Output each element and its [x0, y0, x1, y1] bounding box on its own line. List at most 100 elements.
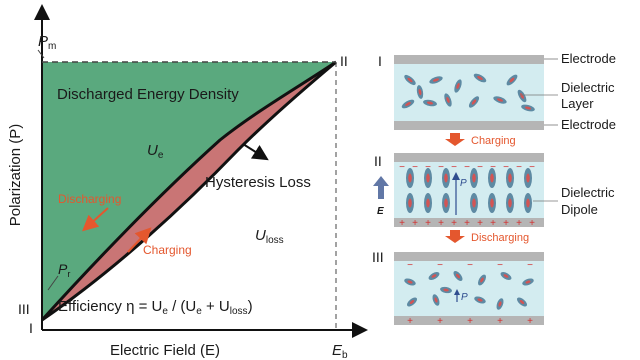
- stage-label-iii: III: [372, 249, 384, 265]
- panel-i: I: [378, 53, 544, 130]
- pm-label: P: [38, 33, 48, 50]
- stage-label-i: I: [378, 53, 382, 69]
- pr-label: P: [58, 261, 68, 277]
- dipole-label-1: Dielectric: [561, 185, 615, 200]
- dipoles-random-i: [401, 73, 535, 112]
- minus-ii: −: [425, 162, 431, 173]
- svg-text:Uloss: Uloss: [255, 227, 284, 246]
- dipole-iii-6: [407, 297, 417, 307]
- point-label-i: I: [29, 320, 33, 336]
- dipole-i-6: [423, 99, 437, 107]
- electrode-label-top: Electrode: [561, 51, 616, 66]
- pr-pointer: [47, 275, 59, 291]
- plus-iii: +: [437, 316, 443, 327]
- charge-curve: [41, 60, 337, 322]
- polarization-label-iii: P: [461, 292, 468, 303]
- dipole-i-8: [468, 96, 480, 108]
- dipole-ii-bottom-3: [470, 193, 478, 213]
- discharging-label: Discharging: [58, 192, 121, 206]
- svg-text:Pr: Pr: [58, 261, 70, 279]
- minus-ii: −: [529, 162, 535, 173]
- charging-label: Charging: [143, 243, 192, 257]
- minus-iii: −: [437, 260, 443, 271]
- discharging-step-label: Discharging: [471, 232, 529, 244]
- point-label-ii: II: [340, 53, 348, 69]
- dipole-i-10: [416, 85, 424, 99]
- plus-iii: +: [527, 316, 533, 327]
- hysteresis-loss-area: [42, 62, 336, 320]
- dipole-ii-bottom-1: [424, 193, 432, 213]
- dipole-iii-4: [500, 272, 512, 280]
- svg-text:Eb: Eb: [332, 342, 348, 360]
- minus-ii: −: [464, 162, 470, 173]
- polarization-label-ii: P: [460, 178, 467, 189]
- dipole-iii-2: [453, 271, 463, 281]
- minus-ii: −: [516, 162, 522, 173]
- hysteresis-title: Hysteresis Loss: [205, 174, 311, 191]
- polarization-plot: Pm Pr I II III Polarization (P) Electric…: [7, 4, 368, 360]
- svg-text:Ue: Ue: [147, 142, 164, 161]
- eb-sub: b: [342, 350, 348, 360]
- dipoles-aligned-ii: [406, 168, 532, 213]
- dipole-i-1: [429, 76, 443, 84]
- minus-iii: −: [527, 260, 533, 271]
- plus-ii: +: [438, 218, 444, 229]
- plus-ii: +: [399, 218, 405, 229]
- plus-ii: +: [425, 218, 431, 229]
- dipole-i-2: [473, 73, 487, 83]
- efficiency-formula: Efficiency η = Ue / (Ue + Uloss): [58, 298, 253, 317]
- ue-label: U: [147, 142, 158, 159]
- dipole-ii-bottom-0: [406, 193, 414, 213]
- dipole-ii-top-5: [506, 168, 514, 188]
- dipole-ii-bottom-2: [442, 193, 450, 213]
- uloss-sub: loss: [266, 235, 284, 246]
- plus-ii: +: [503, 218, 509, 229]
- minus-ii: −: [503, 162, 509, 173]
- dipole-iii-10: [517, 297, 527, 307]
- dipole-iii-11: [440, 286, 452, 294]
- plus-ii: +: [451, 218, 457, 229]
- plus-iii: +: [497, 316, 503, 327]
- dielectric-panels: I Electrode Dielectric Layer Electrode C…: [372, 51, 616, 327]
- plus-ii: +: [412, 218, 418, 229]
- plus-iii: +: [467, 316, 473, 327]
- dipole-iii-0: [404, 278, 416, 286]
- y-axis-label: Polarization (P): [7, 124, 24, 227]
- dipole-iii-8: [474, 296, 486, 304]
- minus-ii: −: [451, 162, 457, 173]
- discharging-arrow: [82, 207, 109, 232]
- dipole-ii-top-1: [424, 168, 432, 188]
- plus-ii: +: [464, 218, 470, 229]
- ue-sub: e: [158, 150, 164, 161]
- negative-charges-ii: − − − − − − − − − − −: [399, 162, 535, 173]
- minus-ii: −: [399, 162, 405, 173]
- dipole-iii-9: [496, 298, 504, 310]
- dipole-iii-1: [428, 272, 440, 280]
- dipole-ii-top-0: [406, 168, 414, 188]
- dielectric-label-1: Dielectric: [561, 80, 615, 95]
- dipole-label-2: Dipole: [561, 202, 598, 217]
- point-label-iii: III: [18, 301, 30, 317]
- plus-iii: +: [407, 316, 413, 327]
- dipole-ii-top-6: [524, 168, 532, 188]
- field-arrow: [373, 176, 389, 199]
- dipole-i-7: [444, 93, 452, 107]
- positive-charges-iii: + + + + +: [407, 316, 533, 327]
- dipole-ii-top-4: [488, 168, 496, 188]
- uloss-label: U: [255, 227, 266, 244]
- discharged-energy-area: [42, 62, 336, 320]
- dipole-ii-top-2: [442, 168, 450, 188]
- negative-charges-iii: − − − − −: [407, 260, 533, 271]
- panel-ii: − − − − − − − − − − − + + + + + + + + + + + P II: [374, 153, 544, 229]
- minus-ii: −: [412, 162, 418, 173]
- plus-ii: +: [477, 218, 483, 229]
- minus-iii: −: [407, 260, 413, 271]
- dipole-i-4: [517, 89, 527, 103]
- pm-pointer: [37, 49, 45, 59]
- dipole-i-12: [521, 104, 535, 112]
- dipole-ii-top-3: [470, 168, 478, 188]
- plus-ii: +: [516, 218, 522, 229]
- dipole-i-3: [506, 74, 518, 86]
- positive-charges-ii: + + + + + + + + + + +: [399, 218, 535, 229]
